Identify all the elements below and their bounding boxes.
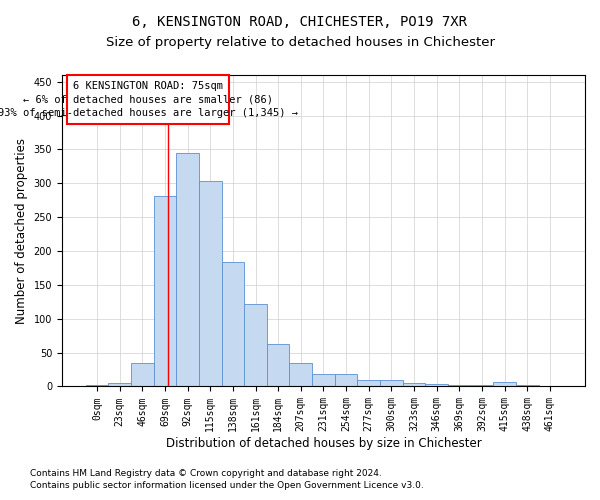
Bar (403, 383, 425, 386)
Bar (131, 363, 154, 386)
Bar (244, 304, 267, 386)
Text: 6, KENSINGTON ROAD, CHICHESTER, PO19 7XR: 6, KENSINGTON ROAD, CHICHESTER, PO19 7XR (133, 16, 467, 30)
Bar (86, 385, 109, 386)
Text: 93% of semi-detached houses are larger (1,345) →: 93% of semi-detached houses are larger (… (0, 108, 298, 118)
Text: Size of property relative to detached houses in Chichester: Size of property relative to detached ho… (106, 36, 494, 49)
Bar (199, 180, 221, 386)
Bar (335, 374, 358, 386)
Bar (493, 382, 516, 386)
Bar (267, 344, 289, 387)
Text: 6 KENSINGTON ROAD: 75sqm: 6 KENSINGTON ROAD: 75sqm (73, 80, 223, 90)
Text: ← 6% of detached houses are smaller (86): ← 6% of detached houses are smaller (86) (23, 94, 273, 104)
Bar (221, 262, 244, 386)
Bar (154, 196, 176, 386)
Bar (470, 385, 493, 386)
Bar (289, 363, 312, 386)
Bar (358, 380, 380, 386)
Bar (380, 380, 403, 386)
FancyBboxPatch shape (67, 75, 229, 124)
Text: Contains HM Land Registry data © Crown copyright and database right 2024.: Contains HM Land Registry data © Crown c… (30, 468, 382, 477)
Bar (516, 385, 539, 386)
Bar (109, 383, 131, 386)
Y-axis label: Number of detached properties: Number of detached properties (15, 138, 28, 324)
Bar (312, 374, 335, 386)
X-axis label: Distribution of detached houses by size in Chichester: Distribution of detached houses by size … (166, 437, 481, 450)
Bar (425, 384, 448, 386)
Text: Contains public sector information licensed under the Open Government Licence v3: Contains public sector information licen… (30, 481, 424, 490)
Bar (448, 385, 470, 386)
Bar (176, 153, 199, 386)
